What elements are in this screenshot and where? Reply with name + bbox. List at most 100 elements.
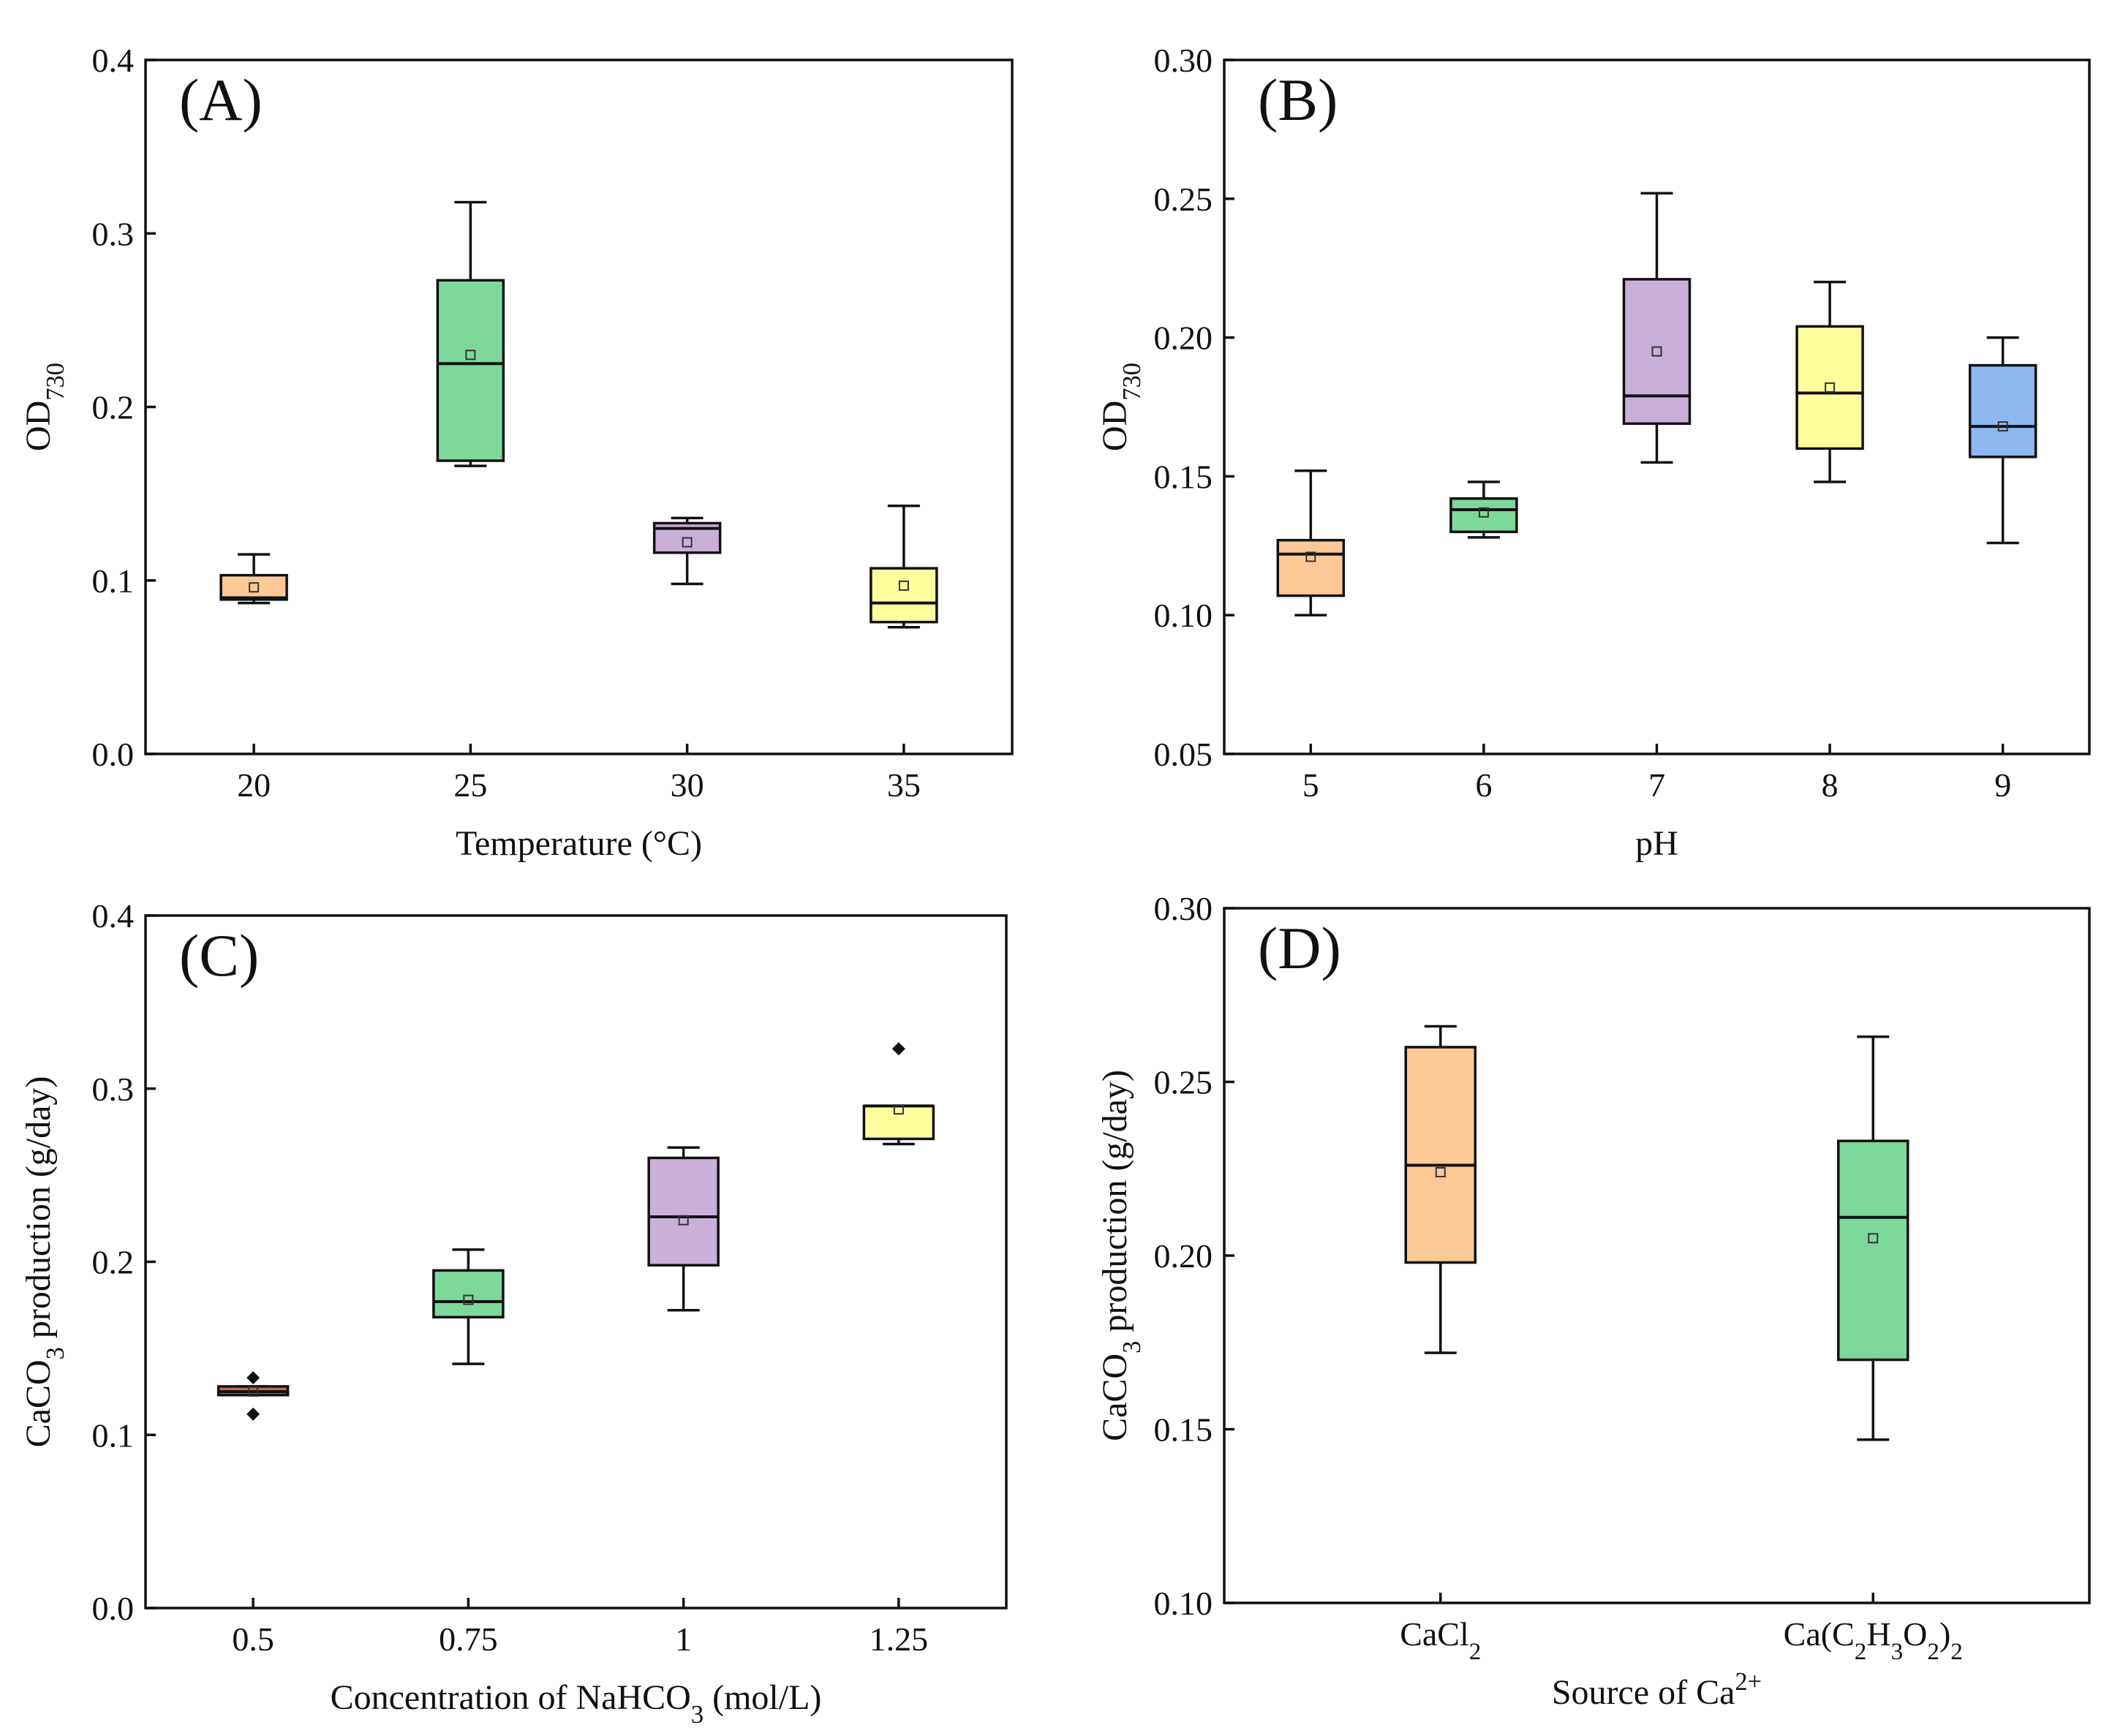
y-axis-label-post: production (g/day): [19, 1076, 58, 1348]
x-axis-label-pre: Concentration of NaHCO: [331, 1678, 691, 1717]
outlier-point: [246, 1407, 260, 1421]
box-plot-9: [1968, 336, 2037, 545]
mean-marker: [249, 582, 260, 593]
y-tick-label: 0.30: [1154, 42, 1213, 79]
mean-marker: [893, 1104, 904, 1115]
mean-marker: [465, 350, 476, 361]
x-tick-label-part-6: ): [1939, 1615, 1950, 1653]
plot-frame: [144, 914, 1008, 1609]
x-tick-label: Ca(C2H3O2)2: [1784, 1615, 1963, 1665]
mean-marker: [1868, 1233, 1879, 1244]
y-tick-label: 0.2: [92, 389, 135, 426]
y-axis-label-sub: 730: [42, 363, 69, 401]
x-axis-label: pH: [1635, 824, 1678, 863]
outlier-point: [891, 1042, 905, 1056]
y-axis-label-post: production (g/day): [1096, 1070, 1134, 1341]
iqr-box: [870, 567, 938, 624]
panel-B: 0.05 0.10 0.15 0.20 0.25 0.30 5 6 7 8 9 (B) pH OD730: [1096, 42, 2091, 863]
y-tick-label: 0.1: [92, 562, 135, 600]
iqr-box: [432, 1269, 505, 1319]
box-plot-1: [647, 1146, 720, 1312]
y-tick-label: 0.2: [92, 1244, 135, 1281]
box-plot-cat-1: [1837, 1035, 1909, 1441]
y-tick-label: 0.15: [1154, 458, 1213, 495]
y-axis-label-base: OD: [1096, 401, 1134, 451]
panel-label: (D): [1258, 915, 1341, 981]
y-axis-label: OD730: [1096, 363, 1146, 451]
y-tick-label: 0.20: [1154, 1237, 1213, 1275]
x-tick-label: 1: [675, 1620, 692, 1658]
x-tick-label: CaCl2: [1400, 1615, 1481, 1665]
x-tick-label: 0.75: [439, 1620, 498, 1658]
iqr-box: [1622, 278, 1692, 426]
mean-marker: [1435, 1167, 1446, 1177]
iqr-box: [436, 279, 505, 462]
iqr-box: [1449, 497, 1518, 534]
mean-marker: [1825, 382, 1836, 393]
x-tick-label: 20: [237, 766, 271, 804]
x-axis-label: Temperature (°C): [456, 824, 702, 863]
y-axis-label: CaCO3 production (g/day): [19, 1076, 69, 1448]
x-tick-label: 8: [1822, 766, 1839, 804]
x-tick-label: 35: [887, 766, 921, 804]
iqr-box: [862, 1104, 935, 1141]
x-tick-label: 7: [1648, 766, 1665, 804]
x-tick-label-part-0: Ca(C: [1784, 1615, 1855, 1653]
box-plot-30: [652, 516, 722, 586]
mean-marker: [898, 580, 909, 591]
x-tick-label: 30: [671, 766, 704, 804]
panel-label: (A): [179, 67, 263, 133]
iqr-box: [1795, 325, 1864, 450]
y-tick-label: 0.20: [1154, 320, 1213, 357]
box-plot-0.75: [432, 1248, 505, 1365]
y-axis-label-sub: 3: [42, 1347, 69, 1359]
y-axis-label-pre: CaCO: [19, 1359, 58, 1447]
iqr-box: [647, 1156, 720, 1267]
y-tick-label: 0.30: [1154, 890, 1213, 927]
box-plot-25: [436, 200, 505, 467]
mean-marker: [1651, 346, 1662, 357]
box-plot-0.5: [216, 1371, 290, 1421]
outlier-point: [246, 1371, 260, 1385]
x-axis-label-post: (mol/L): [704, 1678, 821, 1717]
y-tick-label: 0.10: [1154, 597, 1213, 634]
panel-A: 0.0 0.1 0.2 0.3 0.4 20 25 30 35 (A) Temperature (°…: [19, 42, 1014, 863]
y-tick-label: 0.4: [92, 42, 135, 79]
x-tick-label: 0.5: [232, 1620, 274, 1658]
box-plot-6: [1449, 480, 1518, 539]
x-tick-label-part-1: 2: [1855, 1638, 1867, 1665]
x-axis-label-sup: 2+: [1735, 1668, 1762, 1696]
y-tick-label: 0.3: [92, 215, 135, 252]
x-tick-label-part-2: H: [1866, 1615, 1890, 1653]
x-tick-label-part-0: CaCl: [1400, 1615, 1469, 1653]
panel-label: (C): [179, 922, 259, 989]
y-axis-label-pre: CaCO: [1096, 1354, 1134, 1441]
x-tick-label-part-5: 2: [1927, 1638, 1939, 1665]
x-axis-label: Source of Ca2+: [1552, 1668, 1762, 1712]
iqr-box: [1404, 1046, 1477, 1264]
box-plot-8: [1795, 280, 1864, 483]
mean-marker: [248, 1386, 259, 1397]
mean-marker: [682, 537, 693, 548]
x-axis-label: Concentration of NaHCO3 (mol/L): [331, 1678, 822, 1729]
y-tick-label: 0.0: [92, 736, 135, 773]
x-tick-label: 9: [1994, 766, 2011, 804]
y-axis-label: CaCO3 production (g/day): [1096, 1070, 1146, 1441]
iqr-box: [1276, 538, 1346, 597]
mean-marker: [678, 1215, 689, 1226]
plot-frame: [1223, 907, 2091, 1604]
x-tick-label: 6: [1475, 766, 1492, 804]
x-tick-label-part-3: 3: [1891, 1638, 1904, 1665]
y-tick-label: 0.10: [1154, 1585, 1213, 1622]
panel-C: 0.0 0.1 0.2 0.3 0.4 0.5 0.75 1 1.25 (C) Concentrat…: [19, 897, 1008, 1729]
plot-frame: [144, 59, 1014, 755]
x-tick-label-part-4: O: [1903, 1615, 1927, 1653]
x-axis-label-pre: Source of Ca: [1552, 1673, 1735, 1712]
y-tick-label: 0.25: [1154, 181, 1213, 218]
panel-label: (B): [1258, 67, 1338, 133]
mean-marker: [1478, 507, 1489, 518]
box-plot-cat-0: [1404, 1024, 1477, 1354]
iqr-box: [219, 573, 288, 601]
